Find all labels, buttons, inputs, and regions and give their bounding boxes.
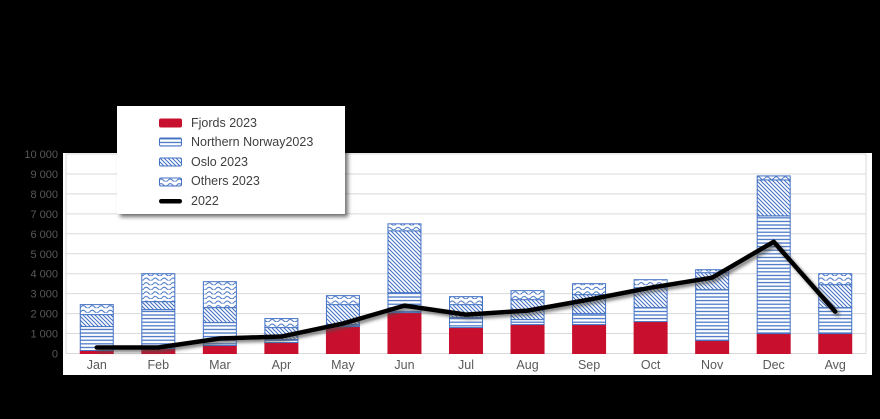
bar-segment-northern-norway2023-oct <box>633 307 668 323</box>
y-axis-tick-label: 10 000 <box>24 149 58 161</box>
x-axis-tick-label: Jun <box>394 358 414 372</box>
chart-legend: Fjords 2023 Northern Norway2023 Oslo 2023 O… <box>117 106 345 214</box>
y-axis-tick-label: 6 000 <box>30 229 58 241</box>
y-axis-tick-label: 9 000 <box>30 169 58 181</box>
bar-segment-oslo-2023-jan <box>79 314 114 328</box>
bar-segment-others-2023-mar <box>202 281 237 309</box>
bar-segment-others-2023-dec <box>756 175 791 181</box>
bar-segment-others-2023-avg <box>818 273 853 286</box>
x-axis-tick-label: Jul <box>458 358 474 372</box>
line-series-2022 <box>94 239 838 350</box>
legend-swatch-horizontal-lines-icon <box>159 137 182 147</box>
legend-swatch-wavy-lines-icon <box>159 177 182 187</box>
legend-item: Oslo 2023 <box>159 152 345 172</box>
bar-segment-others-2023-sep <box>572 283 607 296</box>
x-axis-tick-label: May <box>331 358 355 372</box>
x-axis-tick-label: Mar <box>209 358 231 372</box>
legend-swatch-diagonal-hatch-icon <box>159 157 182 167</box>
bar-segment-others-2023-jul <box>449 296 483 306</box>
bar-segment-fjords-2023-nov <box>695 340 730 355</box>
bar-segment-fjords-2023-apr <box>264 342 299 354</box>
x-axis-tick-label: Jan <box>87 358 107 372</box>
y-axis-tick-label: 2 000 <box>30 309 58 321</box>
legend-swatch-solid-icon <box>159 118 182 128</box>
legend-swatch-line-icon <box>159 199 182 204</box>
bar-segment-fjords-2023-mar <box>202 345 237 354</box>
x-axis-tick-label: Oct <box>641 358 661 372</box>
y-axis-tick-label: 8 000 <box>30 189 58 201</box>
bar-segment-others-2023-apr <box>264 318 299 329</box>
bar-segment-others-2023-may <box>325 295 360 306</box>
x-axis-tick-label: Aug <box>516 358 538 372</box>
y-axis-tick-label: 1 000 <box>30 329 58 341</box>
legend-item: Fjords 2023 <box>159 113 345 133</box>
bar-segment-fjords-2023-avg <box>818 333 853 354</box>
bar-segment-oslo-2023-mar <box>202 307 237 324</box>
bar-segment-northern-norway2023-sep <box>572 313 607 326</box>
bar-segment-others-2023-feb <box>141 273 176 303</box>
bar-segment-oslo-2023-dec <box>756 179 791 217</box>
bar-segment-others-2023-jun <box>387 223 422 232</box>
y-axis-tick-label: 5 000 <box>30 249 58 261</box>
bar-segment-fjords-2023-jul <box>449 327 483 355</box>
x-axis-tick-label: Feb <box>148 358 170 372</box>
y-axis-tick-label: 3 000 <box>30 289 58 301</box>
legend-label: Fjords 2023 <box>191 115 258 130</box>
x-axis-tick-label: Nov <box>701 358 724 372</box>
bar-segment-northern-norway2023-aug <box>510 319 545 326</box>
legend-label: Oslo 2023 <box>191 154 248 169</box>
legend-label: Others 2023 <box>191 174 260 189</box>
y-axis-tick-label: 0 <box>52 349 58 361</box>
x-axis-tick-label: Sep <box>578 358 600 372</box>
y-axis-tick-label: 4 000 <box>30 269 58 281</box>
y-axis-tick-label: 7 000 <box>30 209 58 221</box>
bar-segment-others-2023-aug <box>510 290 545 301</box>
legend-label: 2022 <box>191 193 219 208</box>
bar-segment-oslo-2023-feb <box>141 301 176 311</box>
x-axis-tick-label: Apr <box>272 358 291 372</box>
x-axis-tick-label: Avg <box>825 358 846 372</box>
bar-segment-fjords-2023-may <box>325 326 360 355</box>
bar-segment-fjords-2023-oct <box>633 321 668 354</box>
bar-segment-northern-norway2023-dec <box>756 215 791 335</box>
bar-segment-northern-norway2023-feb <box>141 309 176 350</box>
bar-segment-oslo-2023-jun <box>387 230 422 294</box>
bar-segment-fjords-2023-jun <box>387 312 422 355</box>
bar-segment-fjords-2023-aug <box>510 324 545 355</box>
bar-segment-fjords-2023-sep <box>572 324 607 355</box>
x-axis-tick-label: Dec <box>763 358 785 372</box>
legend-item: 2022 <box>159 191 345 211</box>
legend-label: Northern Norway2023 <box>191 135 314 150</box>
bar-segment-northern-norway2023-jul <box>449 317 483 329</box>
legend-item: Others 2023 <box>159 172 345 192</box>
legend-item: Northern Norway2023 <box>159 133 345 153</box>
bar-segment-others-2023-jan <box>79 304 114 316</box>
bar-segment-fjords-2023-dec <box>756 333 791 354</box>
bar-segment-northern-norway2023-nov <box>695 289 730 342</box>
bar-segment-others-2023-nov <box>695 269 730 274</box>
